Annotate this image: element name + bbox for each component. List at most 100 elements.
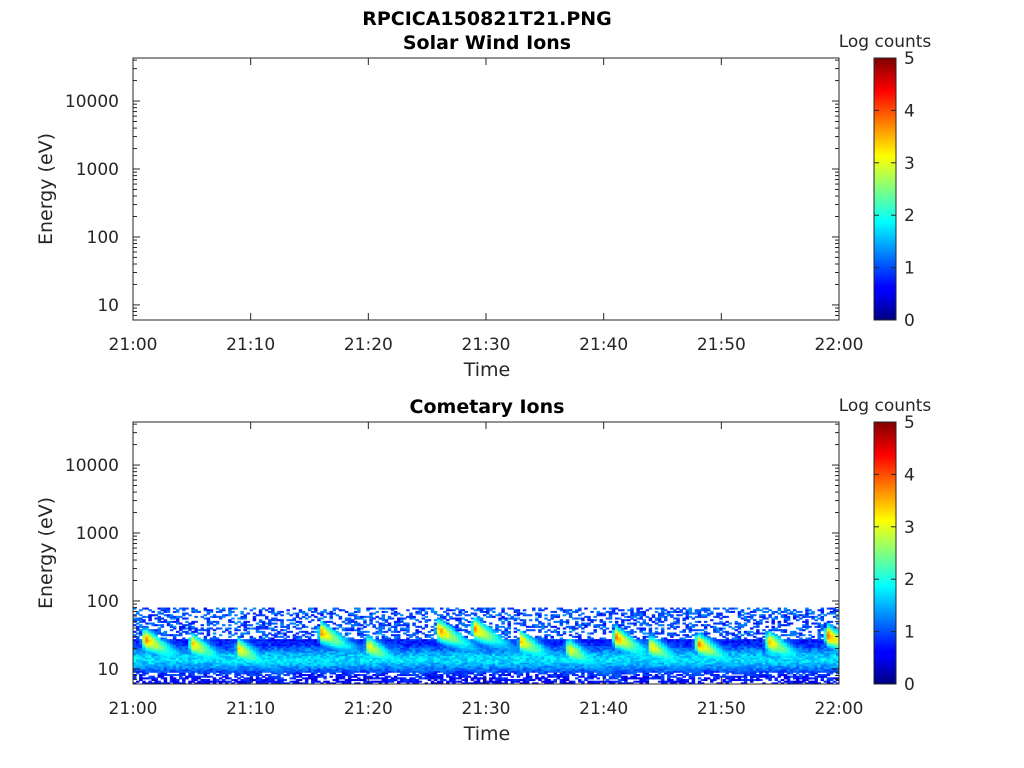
spectrogram-cell xyxy=(326,659,330,662)
spectrogram-cell xyxy=(280,654,284,657)
spectrogram-cell xyxy=(185,620,189,623)
spectrogram-cell xyxy=(384,672,389,675)
spectrogram-cell xyxy=(452,677,456,680)
spectrogram-cell xyxy=(525,625,530,628)
spectrogram-cell xyxy=(246,665,251,668)
spectrogram-cell xyxy=(390,665,395,668)
spectrogram-cell xyxy=(516,647,521,650)
spectrogram-cell xyxy=(378,627,383,630)
spectrogram-cell xyxy=(258,652,263,655)
spectrogram-cell xyxy=(486,612,490,615)
spectrogram-cell xyxy=(307,670,312,673)
spectrogram-cell xyxy=(157,630,162,633)
spectrogram-cell xyxy=(384,642,389,645)
spectrogram-cell xyxy=(133,607,137,610)
spectrogram-cell xyxy=(449,637,453,640)
spectrogram-cell xyxy=(329,675,333,678)
spectrogram-cell xyxy=(234,642,238,645)
spectrogram-cell xyxy=(400,665,404,668)
spectrogram-cell xyxy=(264,680,269,683)
spectrogram-cell xyxy=(547,639,551,642)
spectrogram-cell xyxy=(439,662,444,665)
spectrogram-cell xyxy=(550,655,554,658)
spectrogram-cell xyxy=(191,664,195,667)
spectrogram-cell xyxy=(212,644,217,647)
spectrogram-cell xyxy=(387,650,392,653)
spectrogram-cell xyxy=(166,620,171,623)
spectrogram-cell xyxy=(350,652,355,655)
spectrogram-cell xyxy=(320,660,324,663)
spectrogram-cell xyxy=(157,644,162,647)
spectrogram-cell xyxy=(486,670,490,673)
spectrogram-cell xyxy=(519,662,524,665)
spectrogram-cell xyxy=(443,655,447,658)
spectrogram-cell xyxy=(280,659,284,662)
spectrogram-cell xyxy=(553,650,557,653)
spectrogram-cell xyxy=(191,642,195,645)
spectrogram-cell xyxy=(381,664,386,667)
spectrogram-cell xyxy=(436,624,441,627)
spectrogram-cell xyxy=(439,660,444,663)
spectrogram-cell xyxy=(264,659,269,662)
spectrogram-cell xyxy=(280,664,284,667)
spectrogram-cell xyxy=(258,680,263,683)
spectrogram-cell xyxy=(452,669,456,672)
spectrogram-cell xyxy=(301,655,306,658)
spectrogram-cell xyxy=(307,660,312,663)
spectrogram-cell xyxy=(240,610,244,613)
spectrogram-cell xyxy=(409,615,413,618)
spectrogram-cell xyxy=(166,682,171,685)
spectrogram-cell xyxy=(384,670,389,673)
spectrogram-cell xyxy=(390,647,395,650)
spectrogram-cell xyxy=(439,624,444,627)
spectrogram-cell xyxy=(519,670,524,673)
spectrogram-cell xyxy=(246,669,251,672)
spectrogram-cell xyxy=(366,642,370,645)
spectrogram-cell xyxy=(532,607,536,610)
spectrogram-cell xyxy=(344,682,349,685)
spectrogram-cell xyxy=(495,635,499,638)
spectrogram-cell xyxy=(142,632,146,635)
spectrogram-cell xyxy=(372,664,376,667)
spectrogram-cell xyxy=(243,682,247,685)
spectrogram-cell xyxy=(489,614,493,617)
spectrogram-cell xyxy=(338,649,343,652)
spectrogram-cell xyxy=(218,660,223,663)
spectrogram-cell xyxy=(320,634,324,637)
spectrogram-cell xyxy=(338,674,343,677)
spectrogram-cell xyxy=(237,659,241,662)
spectrogram-cell xyxy=(449,635,453,638)
spectrogram-cell xyxy=(206,629,211,632)
spectrogram-cell xyxy=(332,672,336,675)
spectrogram-cell xyxy=(393,634,398,637)
spectrogram-cell xyxy=(387,642,392,645)
spectrogram-cell xyxy=(188,640,192,643)
spectrogram-cell xyxy=(307,615,312,618)
spectrogram-cell xyxy=(298,637,303,640)
spectrogram-cell xyxy=(139,645,143,648)
spectrogram-cell xyxy=(286,645,290,648)
spectrogram-cell xyxy=(191,677,195,680)
spectrogram-cell xyxy=(295,624,300,627)
spectrogram-cell xyxy=(292,664,297,667)
spectrogram-cell xyxy=(320,675,324,678)
spectrogram-cell xyxy=(261,679,266,682)
spectrogram-cell xyxy=(157,632,162,635)
spectrogram-cell xyxy=(550,614,554,617)
spectrogram-cell xyxy=(194,650,198,653)
spectrogram-cell xyxy=(461,635,465,638)
spectrogram-cell xyxy=(525,644,530,647)
spectrogram-cell xyxy=(513,680,518,683)
spectrogram-cell xyxy=(504,664,508,667)
spectrogram-cell xyxy=(396,649,401,652)
spectrogram-cell xyxy=(258,650,263,653)
spectrogram-cell xyxy=(320,669,324,672)
spectrogram-cell xyxy=(142,677,146,680)
spectrogram-cell xyxy=(151,657,155,660)
spectrogram-cell xyxy=(268,652,272,655)
spectrogram-cell xyxy=(519,657,524,660)
spectrogram-cell xyxy=(357,660,361,663)
spectrogram-cell xyxy=(169,629,174,632)
spectrogram-cell xyxy=(197,649,201,652)
spectrogram-cell xyxy=(575,667,579,670)
